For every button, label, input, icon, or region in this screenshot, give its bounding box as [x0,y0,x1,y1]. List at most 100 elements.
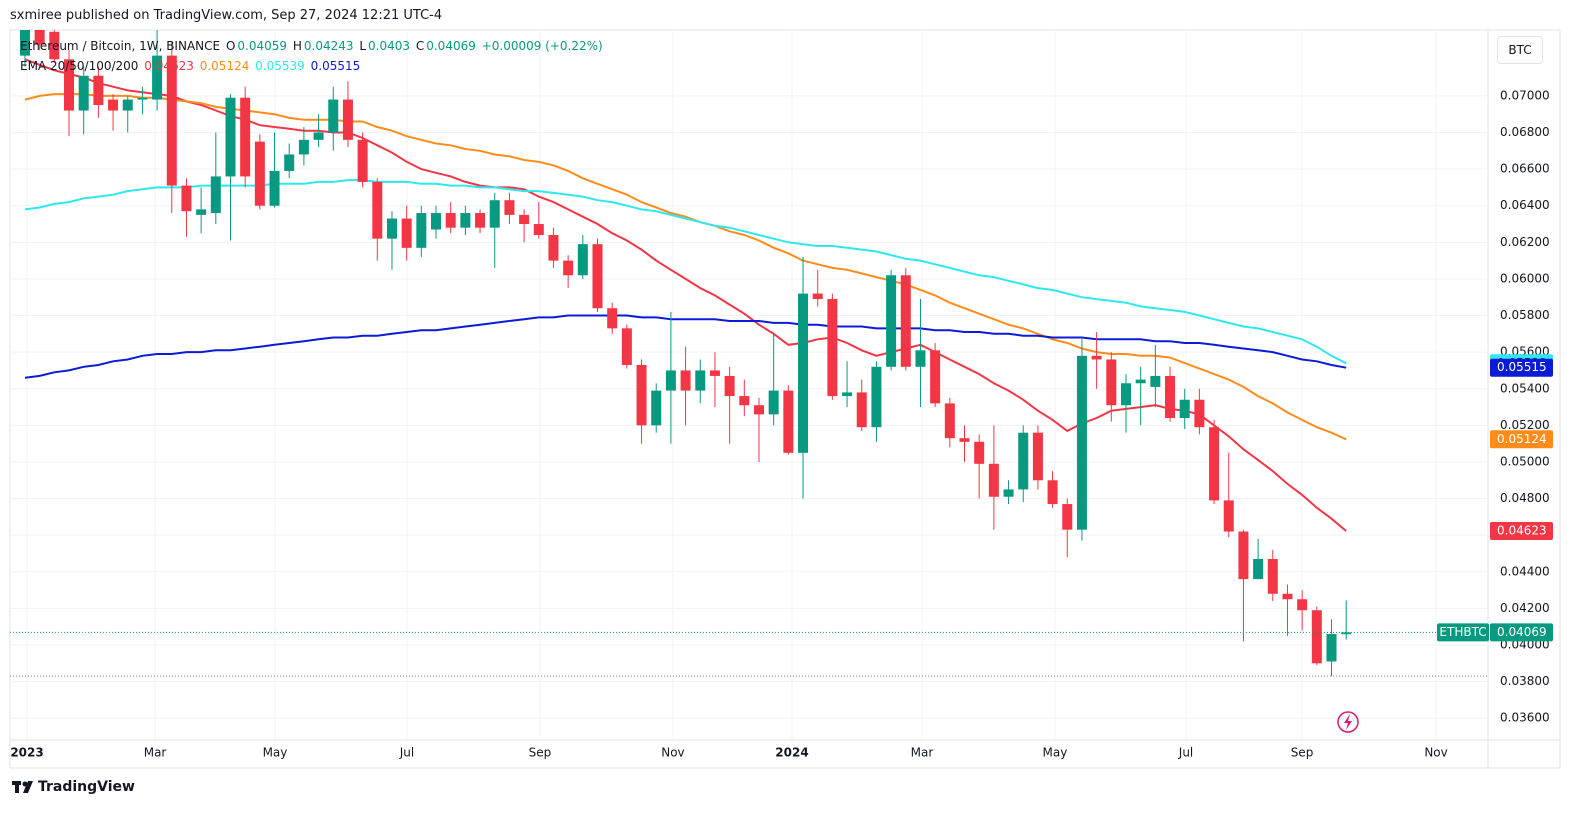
y-tick-label: 0.07000 [1500,88,1550,102]
candle-body [19,30,30,56]
x-tick-label: Mar [144,746,167,760]
candle-body [166,55,177,186]
candle-body [592,244,603,309]
ema-line [24,314,1347,379]
candle-body [240,97,251,177]
candle-body [1032,432,1043,481]
candle-body [827,299,838,397]
candle-body [78,75,89,111]
candle-body [915,350,926,367]
publish-header: sxmiree published on TradingView.com, Se… [10,8,443,23]
candle-body [93,75,104,106]
symbol-badge-label: ETHBTC [1439,625,1486,639]
y-tick-label: 0.06400 [1500,198,1550,212]
y-tick-label: 0.06600 [1500,162,1550,176]
candle-body [695,370,706,391]
candle-body [753,405,764,415]
ema-badge-label: 0.05515 [1497,360,1547,374]
ema-line [24,58,1347,532]
x-tick-label: May [263,746,288,760]
candle-body [386,218,397,239]
candle-body [401,218,412,248]
candle-body [416,213,427,248]
ohlc-value: 0.04243 [303,39,354,53]
y-tick-label: 0.03800 [1500,674,1550,688]
ohlc-letter: O [225,39,236,53]
symbol-legend: Ethereum / Bitcoin, 1W, BINANCE O 0.04059… [20,39,605,53]
candle-body [181,185,192,212]
price-badge [1490,623,1553,642]
candle-body [1253,558,1264,580]
candle-body [930,350,941,404]
symbol: Ethereum / Bitcoin, 1W, BINANCE [20,39,221,53]
candle-body [651,390,662,426]
candle-body [489,200,500,228]
indicator-legend: EMA 20/50/100/200 0.04623 0.05124 0.0553… [20,59,362,73]
candle-body [475,213,486,228]
ema-line [24,179,1347,365]
candle-body [798,293,809,453]
candle-body [724,375,735,397]
ema-badge-label: 0.05124 [1497,432,1547,446]
candle-body [342,99,353,140]
candle-body [680,370,691,391]
candle-body [1018,432,1029,490]
candle-body [1194,399,1205,428]
ema-value: 0.04623 [144,59,194,73]
candle-body [636,364,647,426]
candle-body [768,390,779,415]
candle-body [886,275,897,367]
candle-body [871,366,882,428]
candle-body [1076,355,1087,530]
ema-badge [1490,521,1553,540]
candle-body [196,209,207,215]
candle-body [1047,480,1058,505]
candle-body [137,97,148,100]
candle-body [1106,359,1117,406]
candle-body [1120,383,1131,406]
candle-body [548,235,559,261]
symbol-badge [1437,623,1489,642]
candle-body [1223,500,1234,532]
change: +0.00009 (+0.22%) [481,39,603,53]
candle-body [460,213,471,228]
candle-body [1135,379,1146,384]
candle-body [1165,375,1176,419]
plot-area [10,30,1488,677]
ohlc-letter: H [292,39,302,53]
candle-body [1297,599,1308,611]
candle-body [284,154,295,171]
candle-body [1179,399,1190,419]
candle-body [842,392,853,397]
candle-body [328,99,339,133]
ema-value: 0.05124 [199,59,250,73]
candle-body [665,370,676,391]
x-tick-label: Jul [399,746,414,760]
x-tick-label: Jul [1178,746,1193,760]
candle-body [1003,489,1014,497]
ohlc-value: 0.04059 [237,39,288,53]
candle-body [1311,610,1322,664]
candle-body [900,275,911,367]
price-badge-label: 0.04069 [1497,625,1547,639]
x-tick-label: 2023 [10,746,43,760]
candle-body [210,176,221,214]
candle-body [1326,634,1337,662]
y-tick-label: 0.03600 [1500,711,1550,725]
y-tick-label: 0.05400 [1500,381,1550,395]
currency-button[interactable]: BTC [1497,36,1543,64]
candle-body [298,139,309,155]
y-tick-label: 0.06000 [1500,271,1550,285]
candle-body [504,200,515,215]
axes: 0.036000.038000.040000.042000.044000.046… [10,88,1553,760]
candle-body [1282,593,1293,600]
candle-body [709,370,720,376]
candle-body [577,244,588,276]
ema-badge [1490,430,1553,449]
footer-brand: TradingView [38,779,135,795]
candle-body [313,132,324,140]
ohlc-letter: L [359,39,367,53]
candle-body [1209,427,1220,501]
candle-body [372,181,383,239]
